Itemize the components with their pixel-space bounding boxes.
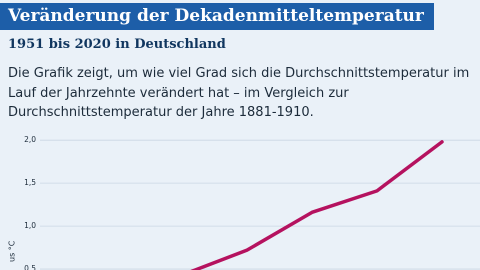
data-line: [190, 140, 444, 270]
y-tick-label: 1,5: [24, 178, 36, 187]
description: Die Grafik zeigt, um wie viel Grad sich …: [8, 66, 470, 120]
y-tick-label: 2,0: [24, 135, 36, 144]
y-tick-label: 1,0: [24, 221, 36, 230]
subtitle: 1951 bis 2020 in Deutschland: [8, 37, 226, 52]
title: Veränderung der Dekadenmitteltemperatur: [0, 3, 434, 30]
y-tick-label: 0,5: [24, 264, 36, 270]
y-axis-label: us °C: [8, 240, 17, 262]
